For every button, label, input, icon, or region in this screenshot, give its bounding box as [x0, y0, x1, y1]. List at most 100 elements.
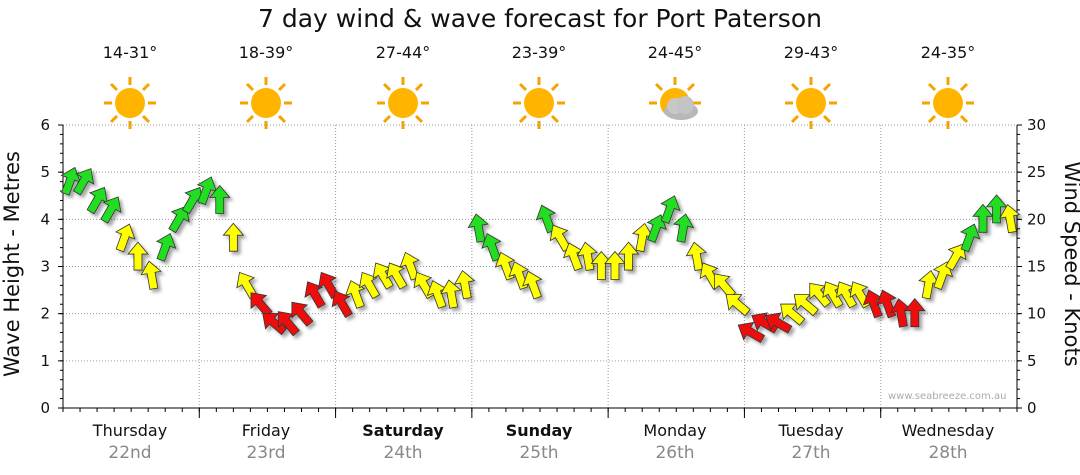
day-temp-monday: 24-45° — [647, 43, 703, 62]
day-temp-tuesday: 29-43° — [783, 43, 839, 62]
day-label-tuesday: Tuesday — [778, 421, 844, 440]
wind-arrow-shape — [155, 232, 177, 262]
left-tick-label: 0 — [40, 399, 50, 417]
chart-grid — [63, 124, 1017, 408]
wind-arrow — [140, 260, 162, 290]
wind-arrow — [208, 184, 231, 214]
right-tick-label: 0 — [1027, 399, 1037, 417]
wind-arrow — [780, 303, 806, 326]
wind-arrow — [522, 270, 543, 300]
wind-arrow-shape — [426, 280, 448, 309]
wind-arrow-shape — [196, 176, 218, 206]
wind-arrow — [617, 241, 640, 271]
sun-icon — [513, 77, 565, 129]
wind-arrow-shape — [918, 269, 940, 300]
day-label-wednesday: Wednesday — [901, 421, 995, 440]
left-tick-label: 1 — [40, 352, 50, 370]
wind-arrow-shape — [985, 194, 1008, 224]
wind-arrow — [725, 294, 751, 317]
wind-arrow-shape — [467, 213, 489, 243]
wind-arrow-shape — [764, 312, 793, 334]
wind-arrow — [100, 196, 122, 224]
sun-icon — [922, 77, 974, 129]
right-tick-label: 10 — [1027, 305, 1046, 323]
date-label-saturday: 24th — [383, 443, 423, 463]
wind-arrow — [932, 261, 954, 291]
wind-arrow-shape — [932, 261, 954, 291]
wind-arrow — [876, 289, 897, 319]
wind-arrow — [196, 176, 218, 206]
wind-arrow-shape — [631, 222, 654, 253]
wind-arrow-shape — [140, 260, 162, 290]
wind-arrow-shape — [358, 271, 381, 300]
wind-arrow — [685, 241, 707, 272]
wind-arrow — [737, 321, 766, 344]
wind-arrow — [945, 243, 967, 271]
day-label-monday: Monday — [643, 421, 707, 440]
wind-arrow — [481, 232, 502, 262]
day-temp-thursday: 14-31° — [102, 43, 158, 62]
wind-arrow — [440, 279, 462, 309]
wind-arrow-shape — [318, 271, 340, 300]
wind-arrow — [508, 261, 529, 291]
wind-arrow — [549, 224, 571, 253]
chart-title: 7 day wind & wave forecast for Port Pate… — [258, 4, 822, 33]
wind-arrow — [262, 313, 288, 336]
right-tick-label: 5 — [1027, 352, 1037, 370]
wind-arrow — [386, 262, 408, 290]
wind-arrow-shape — [549, 224, 571, 253]
wind-arrow-shape — [291, 301, 314, 327]
wind-arrow-shape — [959, 223, 981, 253]
wind-arrow-shape — [903, 298, 926, 328]
wind-arrow — [793, 294, 819, 317]
wind-arrow-shape — [386, 262, 408, 290]
wind-arrow-shape — [304, 281, 326, 309]
day-temp-saturday: 27-44° — [375, 43, 431, 62]
wind-arrow-shape — [660, 195, 681, 224]
day-label-saturday: Saturday — [362, 421, 444, 440]
wind-arrow — [60, 166, 81, 196]
wind-arrow-shape — [440, 279, 462, 309]
day-temp-wednesday: 24-35° — [920, 43, 976, 62]
wind-arrow — [467, 213, 489, 243]
wind-arrow-shape — [100, 196, 122, 224]
wind-arrow — [672, 213, 695, 243]
wind-arrow-shape — [331, 290, 353, 319]
wind-arrow-shape — [737, 321, 766, 344]
wind-arrow — [903, 298, 926, 328]
day-temp-friday: 18-39° — [238, 43, 294, 62]
wind-arrow-shape — [453, 269, 476, 300]
wind-arrow — [562, 242, 584, 272]
wind-arrow — [127, 241, 149, 271]
wind-arrow-shape — [725, 294, 751, 317]
wind-arrow — [426, 280, 448, 309]
watermark: www.seabreeze.com.au — [888, 391, 1007, 402]
wind-arrow-shape — [72, 168, 95, 196]
date-label-sunday: 25th — [519, 443, 559, 463]
date-label-wednesday: 28th — [928, 443, 968, 463]
wind-arrow-shape — [222, 222, 245, 252]
wind-arrow-shape — [945, 243, 967, 271]
wind-arrow — [236, 271, 258, 300]
wind-arrow — [959, 223, 981, 253]
wind-arrow — [660, 195, 681, 224]
wind-arrow — [168, 205, 190, 234]
wind-arrow-shape — [535, 204, 557, 234]
wind-arrow-shape — [494, 251, 516, 281]
left-tick-label: 6 — [40, 116, 50, 134]
wind-arrow — [972, 203, 994, 233]
wind-arrow-shape — [262, 313, 288, 336]
wind-arrow — [115, 223, 136, 253]
day-label-friday: Friday — [241, 421, 291, 440]
wind-arrow — [277, 311, 300, 337]
wind-arrow — [764, 312, 793, 334]
wind-arrow-shape — [972, 203, 994, 233]
wind-arrow — [494, 251, 516, 281]
wind-arrow — [631, 222, 654, 253]
wind-arrow-shape — [562, 242, 584, 272]
date-label-tuesday: 27th — [791, 443, 831, 463]
wind-arrow-shape — [60, 166, 81, 196]
wind-arrow — [331, 290, 353, 319]
wind-arrow-shape — [809, 282, 832, 308]
